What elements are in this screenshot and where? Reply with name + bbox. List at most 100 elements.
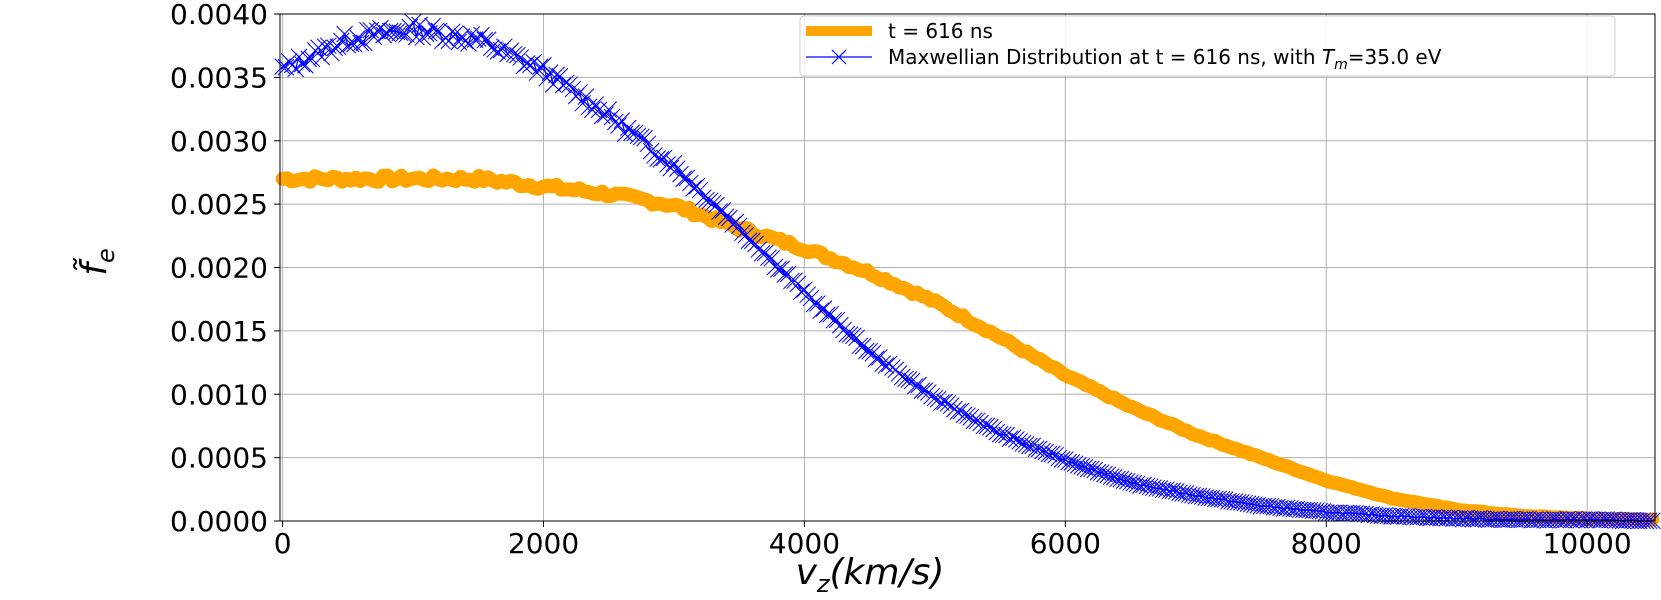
- legend-entry-1: t = 616 ns: [888, 19, 993, 43]
- data-point-marker: [1073, 458, 1091, 475]
- y-tick-label: 0.0040: [170, 0, 268, 31]
- data-point-marker: [727, 213, 745, 231]
- y-tick-label: 0.0020: [170, 252, 268, 285]
- data-point-marker: [522, 56, 539, 74]
- x-tick-label: 2000: [508, 527, 579, 560]
- data-point-marker: [893, 368, 911, 386]
- data-point-marker: [851, 337, 869, 355]
- data-point-marker: [955, 406, 973, 424]
- data-point-marker: [388, 23, 406, 40]
- data-point-marker: [916, 382, 934, 399]
- data-point-marker: [1050, 449, 1068, 467]
- data-point-marker: [355, 34, 373, 52]
- data-point-marker: [841, 326, 859, 344]
- data-point-marker: [362, 21, 380, 39]
- data-point-marker: [1158, 481, 1175, 498]
- data-point-marker: [407, 28, 425, 46]
- data-point-marker: [756, 244, 774, 262]
- data-point-marker: [978, 417, 996, 435]
- data-point-marker: [988, 423, 1006, 441]
- data-point-marker: [1402, 508, 1420, 526]
- y-tick-label: 0.0005: [170, 442, 268, 475]
- data-point-marker: [1070, 456, 1087, 474]
- data-point-marker: [1115, 472, 1133, 490]
- data-point-marker: [1588, 511, 1606, 529]
- data-point-marker: [277, 58, 295, 76]
- data-point-marker: [509, 46, 526, 64]
- data-point-marker: [1585, 511, 1603, 529]
- data-point-marker: [584, 101, 601, 119]
- data-point-marker: [1060, 453, 1077, 471]
- data-point-marker: [1321, 504, 1338, 522]
- data-point-marker: [303, 50, 321, 68]
- data-point-marker: [636, 129, 653, 147]
- y-tick-label: 0.0025: [170, 188, 268, 221]
- data-point-marker: [417, 25, 435, 43]
- data-point-marker: [694, 189, 712, 207]
- data-point-marker: [404, 13, 422, 31]
- data-point-marker: [1109, 470, 1126, 488]
- data-point-marker: [1422, 509, 1439, 527]
- data-point-marker: [1030, 440, 1048, 458]
- y-tick-label: 0.0030: [170, 125, 268, 158]
- data-point-marker: [923, 387, 940, 405]
- data-point-marker: [1063, 454, 1081, 471]
- data-point-marker: [561, 76, 578, 94]
- y-tick-label: 0.0000: [170, 505, 268, 538]
- data-point-marker: [554, 76, 572, 94]
- data-point-marker: [1118, 472, 1136, 490]
- series-markers-blue: [274, 13, 1661, 530]
- data-point-marker: [783, 272, 800, 290]
- data-point-marker: [1086, 461, 1104, 479]
- data-point-marker: [975, 417, 993, 435]
- data-point-marker: [1053, 451, 1071, 468]
- data-point-marker: [512, 49, 530, 66]
- data-point-marker: [597, 106, 614, 123]
- data-point-marker: [610, 117, 627, 134]
- x-tick-label: 0: [274, 527, 292, 560]
- data-point-marker: [1167, 483, 1185, 500]
- data-point-marker: [949, 403, 967, 421]
- series-group: [274, 13, 1661, 530]
- data-point-marker: [401, 18, 419, 36]
- data-point-marker: [1432, 509, 1449, 527]
- data-point-marker: [714, 202, 732, 219]
- data-point-marker: [1066, 455, 1084, 473]
- data-point-marker: [642, 142, 660, 160]
- data-point-marker: [933, 394, 950, 412]
- data-point-marker: [1037, 443, 1055, 461]
- data-point-marker: [365, 28, 383, 46]
- data-point-marker: [991, 425, 1009, 443]
- data-point-marker: [897, 370, 914, 388]
- data-point-marker: [792, 283, 810, 301]
- data-point-marker: [1105, 468, 1123, 486]
- data-point-marker: [1014, 435, 1032, 452]
- data-point-marker: [981, 418, 999, 436]
- data-point-marker: [1419, 509, 1436, 527]
- data-point-marker: [310, 39, 327, 57]
- data-point-marker: [1102, 468, 1120, 486]
- data-point-marker: [443, 23, 461, 41]
- data-point-marker: [773, 260, 790, 278]
- data-point-marker: [489, 43, 507, 60]
- data-point-marker: [858, 342, 875, 360]
- data-point-marker: [766, 258, 784, 276]
- legend-box: [799, 15, 1616, 77]
- data-point-marker: [871, 348, 888, 366]
- data-point-marker: [1454, 510, 1472, 528]
- data-point-marker: [411, 16, 428, 34]
- series-line-orange: [275, 168, 1660, 527]
- data-point-marker: [668, 160, 686, 177]
- data-point-marker: [603, 108, 621, 126]
- data-point-marker: [828, 311, 846, 329]
- data-point-marker: [822, 305, 839, 323]
- data-point-marker: [734, 224, 751, 242]
- data-point-marker: [802, 289, 820, 307]
- data-point-marker: [1135, 476, 1152, 494]
- data-point-marker: [1021, 437, 1038, 455]
- data-point-marker: [1011, 433, 1029, 450]
- data-point-marker: [352, 34, 370, 52]
- data-point-marker: [1112, 470, 1130, 488]
- legend-entry-2: Maxwellian Distribution at t = 616 ns, w…: [888, 45, 1442, 73]
